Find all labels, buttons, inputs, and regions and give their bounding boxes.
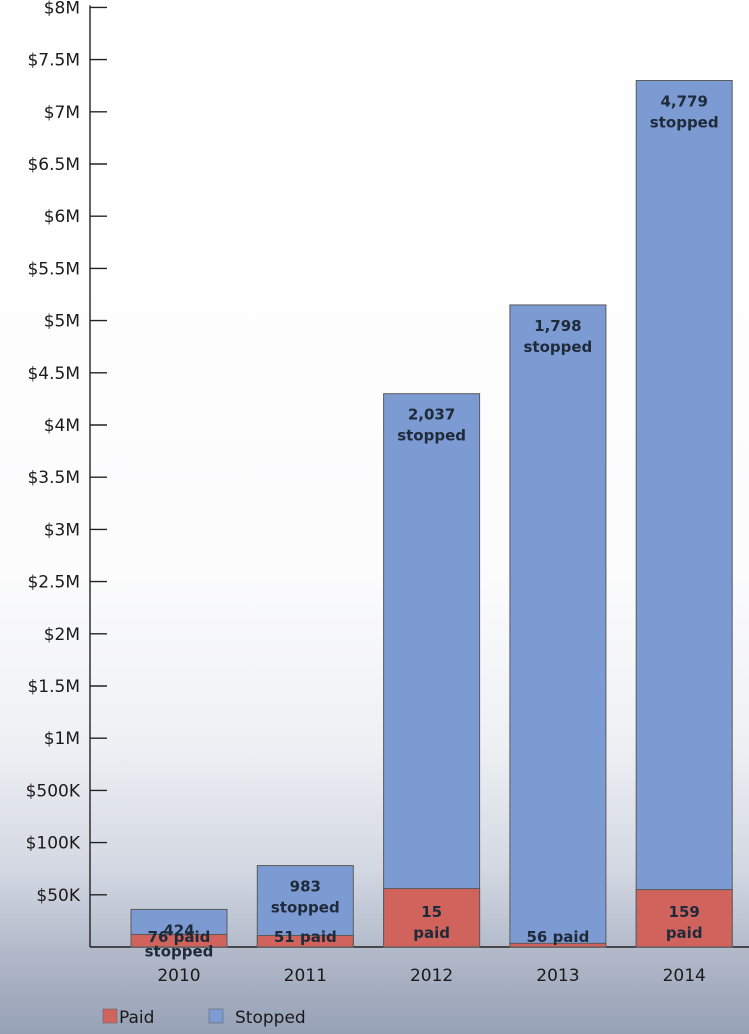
stopped-label-2012: stopped	[397, 427, 466, 445]
x-category-label: 2010	[157, 966, 200, 986]
bar-paid-2011	[256, 935, 354, 948]
bar-stopped-2011	[256, 865, 354, 948]
bar-stopped-2013	[509, 304, 607, 948]
stopped-label-2014: 4,779	[660, 92, 707, 110]
y-tick-label: $100K	[26, 834, 81, 854]
legend-item-paid: Paid	[102, 1008, 154, 1028]
y-tick-label: $2.5M	[27, 573, 80, 593]
paid-label-2011: 51 paid	[274, 928, 337, 946]
y-tick-label: $6M	[44, 207, 80, 227]
bar-paid-2014	[635, 889, 733, 948]
stopped-label-2013: stopped	[524, 338, 593, 356]
legend: Paid Stopped	[102, 1008, 306, 1028]
legend-item-stopped: Stopped	[208, 1008, 306, 1028]
paid-label-2013: 56 paid	[526, 928, 589, 946]
legend-swatch	[208, 1008, 224, 1024]
y-tick-label: $1.5M	[27, 677, 80, 697]
x-category-label: 2011	[284, 966, 327, 986]
paid-label-2012: 15	[421, 903, 442, 921]
bar-paid-2012	[383, 888, 481, 948]
y-tick-label: $4M	[44, 416, 80, 436]
y-tick-label: $2M	[44, 625, 80, 645]
y-tick-label: $5.5M	[27, 259, 80, 279]
paid-label-2012: paid	[413, 924, 450, 942]
legend-label: Stopped	[235, 1008, 306, 1028]
stopped-label-2011: 983	[290, 878, 321, 896]
y-tick-label: $1M	[44, 729, 80, 749]
bar-paid-2013	[509, 942, 607, 948]
bars-group	[130, 79, 733, 948]
paid-label-2010: 76 paid	[148, 928, 211, 946]
bar-paid-2010	[130, 933, 228, 948]
stopped-label-2011: stopped	[271, 899, 340, 917]
y-tick-label: $500K	[26, 781, 81, 801]
x-category-label: 2014	[663, 966, 706, 986]
y-tick-label: $4.5M	[27, 364, 80, 384]
stopped-label-2014: stopped	[650, 113, 719, 131]
stopped-label-2013: 1,798	[534, 317, 581, 335]
y-tick-label: $7M	[44, 103, 80, 123]
x-axis: 2010 2011 2012 2013 2014	[157, 966, 705, 986]
x-category-label: 2012	[410, 966, 453, 986]
legend-swatch	[102, 1008, 118, 1024]
stopped-label-2012: 2,037	[408, 406, 455, 424]
bar-stopped-2014	[635, 79, 733, 948]
y-tick-label: $3M	[44, 520, 80, 540]
stopped-label-2010: 424	[163, 921, 194, 939]
y-tick-label: $7.5M	[27, 51, 80, 71]
y-tick-label: $6.5M	[27, 155, 80, 175]
bar-stopped-2012	[383, 393, 481, 948]
y-tick-label: $8M	[44, 0, 80, 18]
paid-label-2014: paid	[666, 924, 703, 942]
y-tick-label: $50K	[36, 886, 80, 906]
stopped-label-2010: stopped	[145, 942, 214, 960]
legend-label: Paid	[119, 1008, 154, 1028]
y-tick-label: $5M	[44, 312, 80, 332]
x-category-label: 2013	[536, 966, 579, 986]
paid-label-2014: 159	[669, 903, 700, 921]
y-tick-label: $3.5M	[27, 468, 80, 488]
y-axis: $8M $7.5M $7M $6.5M $6M $5.5M $5M $4.5M $4M $3.5M…	[26, 0, 749, 948]
